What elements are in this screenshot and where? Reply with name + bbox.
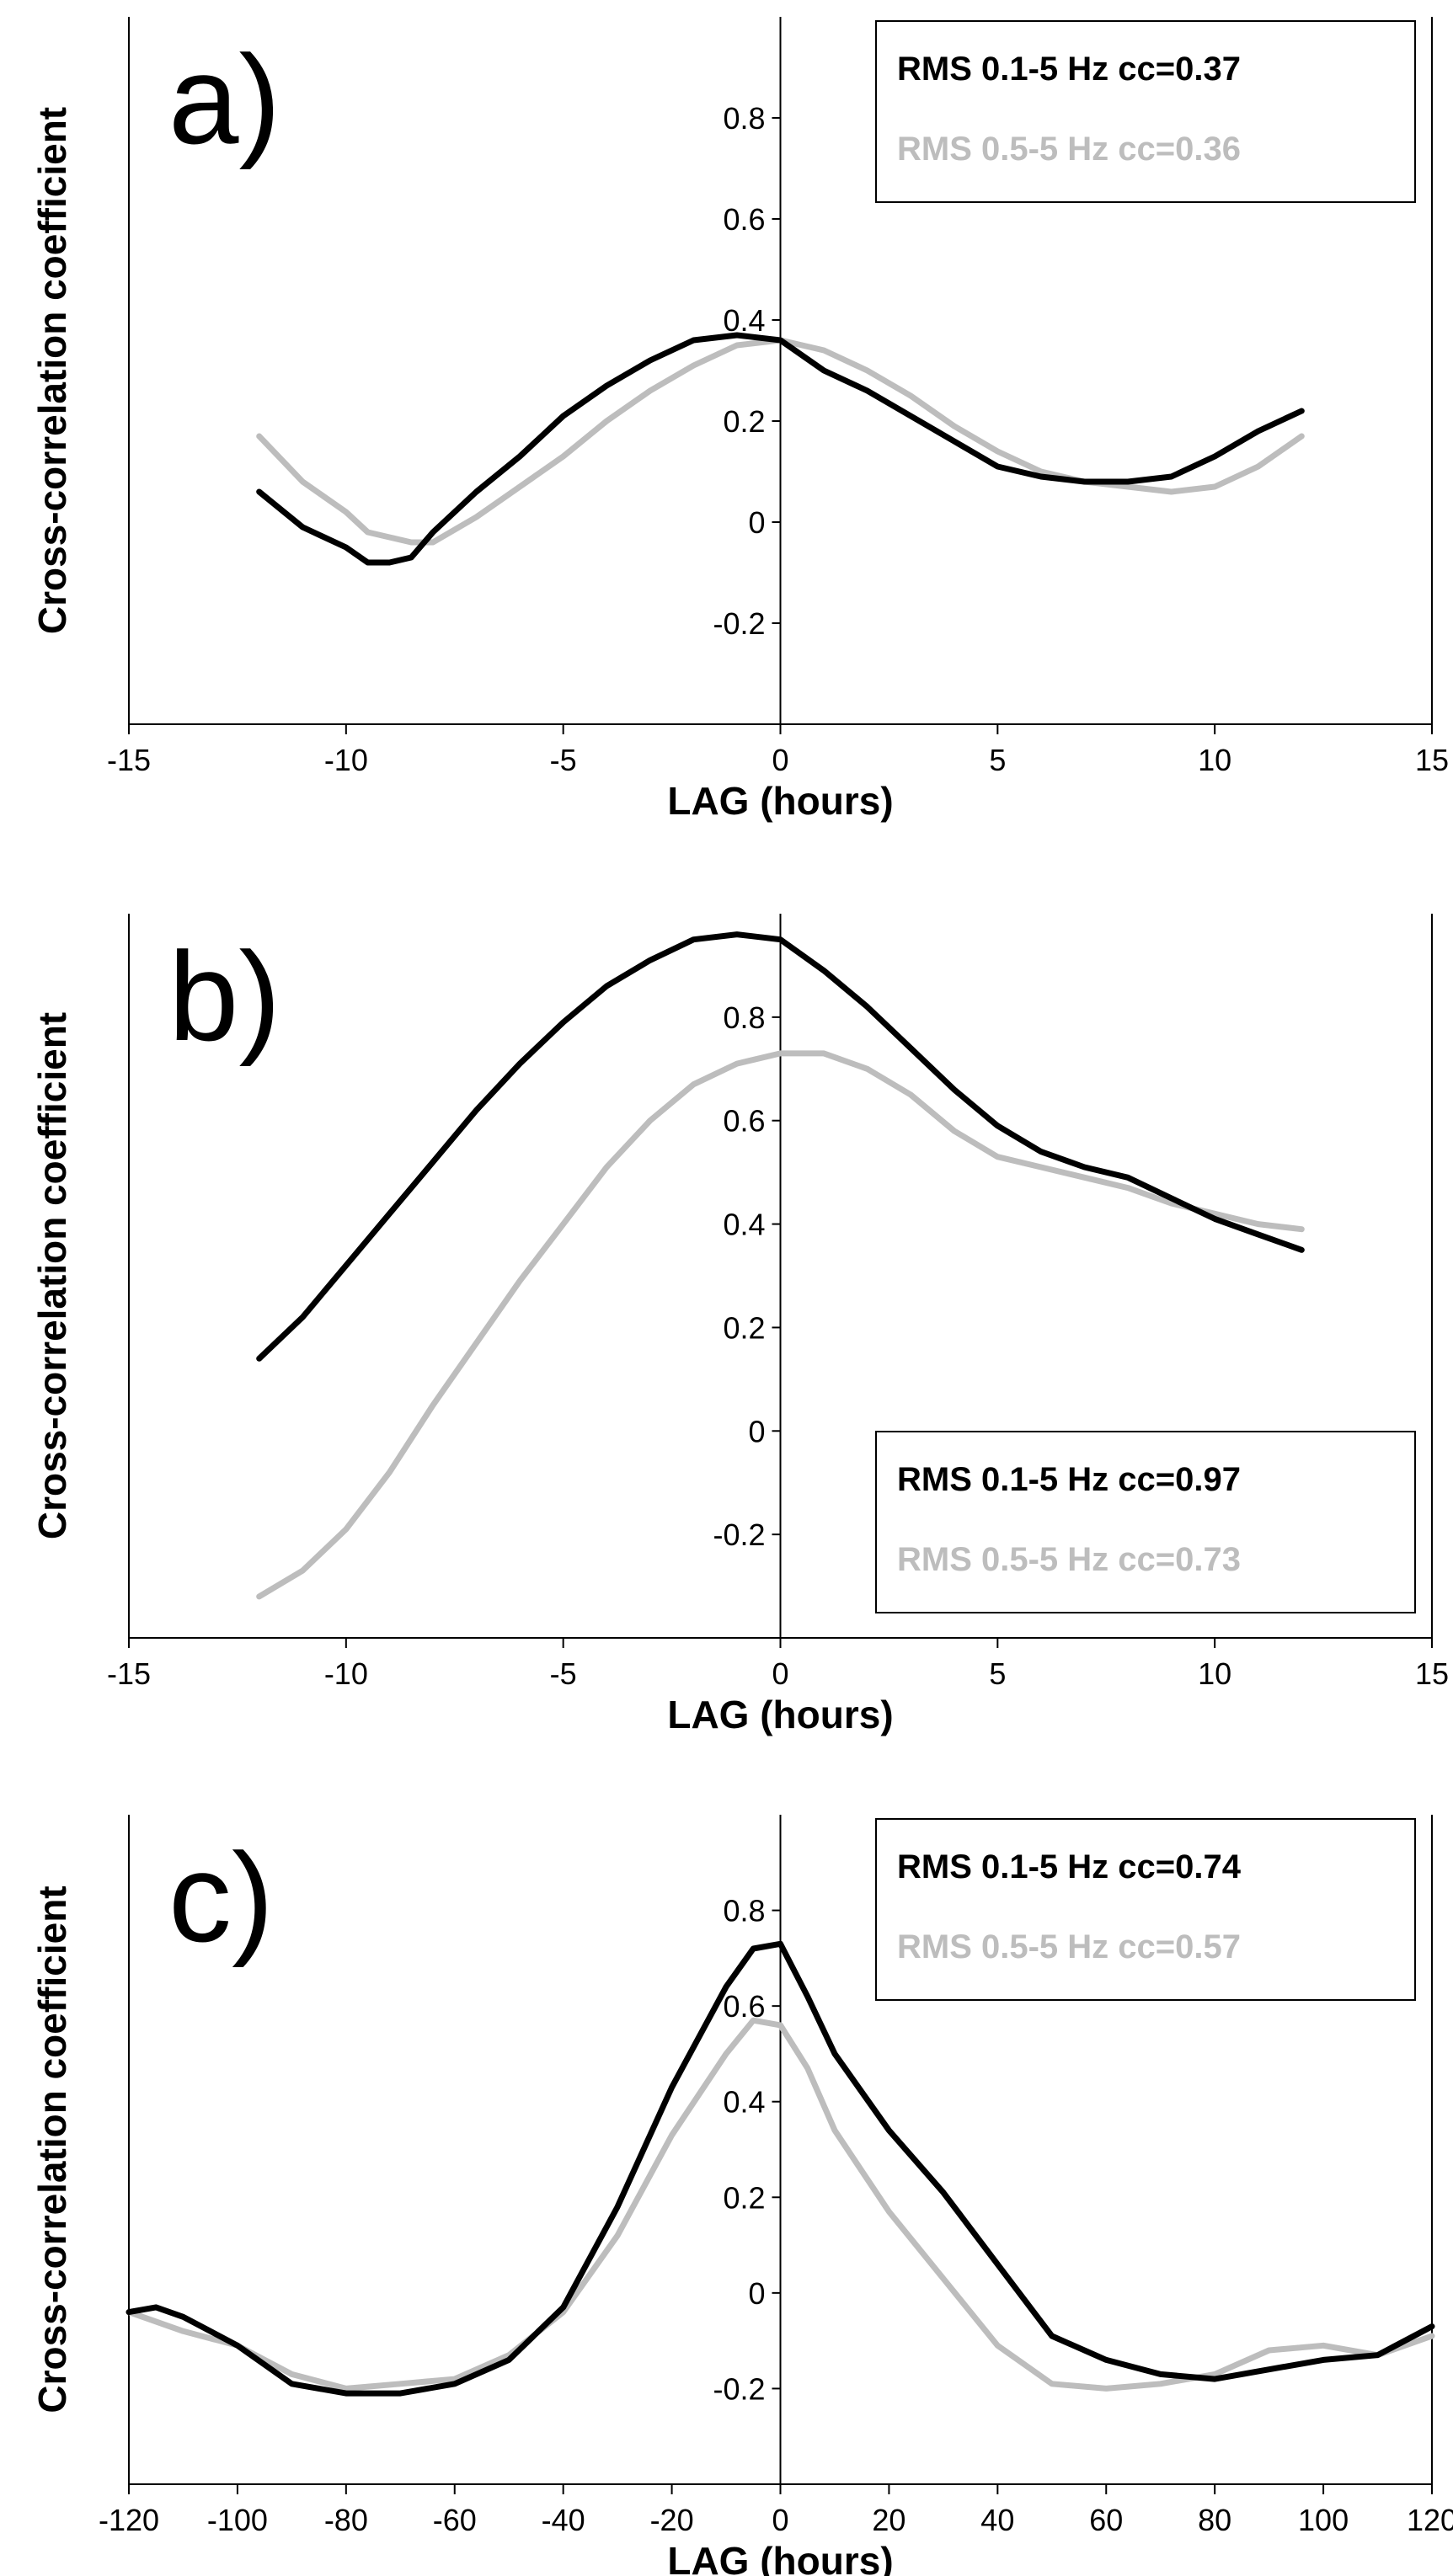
y-tick-label: -0.2 [713, 606, 765, 641]
chart-panel-2: -0.2 0 0.2 0.4 0.6 0.8 -120 -100 -80 -60 -40 -20 0 20… [30, 1815, 1453, 2576]
panel-label: c) [168, 1827, 274, 1968]
x-tick-label: -15 [107, 1656, 151, 1691]
y-tick-label: 0.8 [723, 1894, 765, 1928]
x-tick-label: 0 [772, 743, 788, 777]
legend-entry: RMS 0.5-5 Hz cc=0.36 [897, 131, 1241, 168]
y-tick-label: 0.4 [723, 2085, 765, 2120]
x-tick-label: 80 [1198, 2503, 1231, 2537]
x-axis-label: LAG (hours) [667, 779, 893, 823]
x-tick-label: 0 [772, 2503, 788, 2537]
y-tick-label: 0.4 [723, 303, 765, 338]
y-tick-label: -0.2 [713, 1517, 765, 1552]
x-tick-label: 0 [772, 1656, 788, 1691]
x-tick-label: -100 [207, 2503, 268, 2537]
x-axis-label: LAG (hours) [667, 2539, 893, 2576]
x-tick-label: 120 [1407, 2503, 1453, 2537]
x-tick-label: 60 [1089, 2503, 1123, 2537]
series-line-0 [256, 931, 1305, 1362]
x-tick-label: 5 [989, 743, 1006, 777]
legend-entry: RMS 0.1-5 Hz cc=0.97 [897, 1461, 1241, 1498]
y-axis-label: Cross-correlation coefficient [30, 1012, 74, 1539]
legend-box [875, 1431, 1416, 1613]
y-tick-label: -0.2 [713, 2371, 765, 2406]
x-tick-label: -5 [550, 1656, 577, 1691]
series-line-0 [126, 1940, 1435, 2397]
legend-entry: RMS 0.5-5 Hz cc=0.57 [897, 1928, 1241, 1965]
x-tick-label: -80 [324, 2503, 368, 2537]
x-axis-label: LAG (hours) [667, 1693, 893, 1736]
y-axis-label: Cross-correlation coefficient [30, 107, 74, 634]
y-tick-label: 0.2 [723, 1310, 765, 1345]
y-tick-label: 0.2 [723, 404, 765, 439]
legend-entry: RMS 0.1-5 Hz cc=0.74 [897, 1848, 1242, 1885]
y-tick-label: 0.4 [723, 1208, 765, 1242]
x-tick-label: 10 [1198, 743, 1231, 777]
x-tick-label: -5 [550, 743, 577, 777]
legend-entry: RMS 0.5-5 Hz cc=0.73 [897, 1541, 1241, 1578]
y-tick-label: 0 [748, 2276, 765, 2311]
x-tick-label: 5 [989, 1656, 1006, 1691]
y-tick-label: 0 [748, 505, 765, 540]
y-tick-label: 0.8 [723, 1000, 765, 1035]
x-tick-label: -60 [433, 2503, 477, 2537]
x-tick-label: -10 [324, 1656, 368, 1691]
panel-label: b) [168, 925, 280, 1067]
x-tick-label: 15 [1415, 743, 1449, 777]
chart-panel-0: -0.2 0 0.2 0.4 0.6 0.8 -15 -10 -5 0 5 10 15 LAG (hour… [30, 17, 1449, 823]
y-tick-label: 0.6 [723, 202, 765, 237]
x-tick-label: -40 [542, 2503, 585, 2537]
x-tick-label: 10 [1198, 1656, 1231, 1691]
y-tick-label: 0.2 [723, 2180, 765, 2215]
panel-label: a) [168, 29, 280, 170]
legend-entry: RMS 0.1-5 Hz cc=0.37 [897, 51, 1241, 88]
x-tick-label: 20 [872, 2503, 905, 2537]
y-tick-label: 0.6 [723, 1104, 765, 1139]
y-tick-label: 0 [748, 1414, 765, 1448]
x-tick-label: -120 [99, 2503, 159, 2537]
series-line-1 [256, 337, 1305, 546]
y-tick-label: 0.6 [723, 1989, 765, 2024]
chart-panel-1: -0.2 0 0.2 0.4 0.6 0.8 -15 -10 -5 0 5 10 15 LAG (hour… [30, 914, 1449, 1736]
x-tick-label: 100 [1298, 2503, 1349, 2537]
legend-box [875, 1818, 1416, 2001]
series-line-0 [256, 332, 1305, 566]
x-tick-label: 15 [1415, 1656, 1449, 1691]
series-line-1 [256, 1050, 1305, 1600]
x-tick-label: -20 [650, 2503, 694, 2537]
y-tick-label: 0.8 [723, 101, 765, 136]
x-tick-label: 40 [980, 2503, 1014, 2537]
legend-box [875, 20, 1416, 203]
x-tick-label: -15 [107, 743, 151, 777]
x-tick-label: -10 [324, 743, 368, 777]
y-axis-label: Cross-correlation coefficient [30, 1885, 74, 2413]
